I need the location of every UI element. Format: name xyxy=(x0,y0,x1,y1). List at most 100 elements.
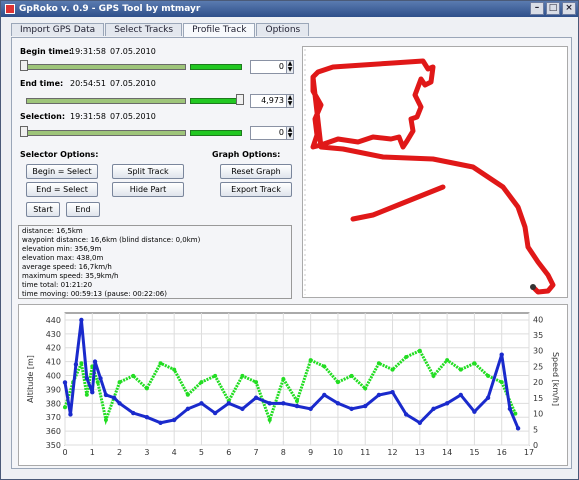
speed-point xyxy=(295,399,299,403)
map-route xyxy=(310,58,556,295)
begin-slider-thumb[interactable] xyxy=(20,60,28,71)
begin-spinner-arrows[interactable]: ▲ ▼ xyxy=(286,60,294,74)
end-button[interactable]: End xyxy=(66,202,100,217)
altitude-point xyxy=(90,390,95,395)
altitude-point xyxy=(431,406,436,412)
speed-point xyxy=(281,377,286,381)
speed-point xyxy=(390,367,395,372)
speed-point xyxy=(404,355,409,359)
app-icon xyxy=(5,4,15,14)
x-tick-label: 1 xyxy=(90,448,95,457)
altitude-point xyxy=(79,317,84,323)
speed-point xyxy=(199,380,204,385)
map-route-branch xyxy=(350,184,446,222)
end-time-label: End time: xyxy=(20,79,64,88)
speed-point xyxy=(240,373,245,378)
altitude-point xyxy=(458,392,463,398)
begin-slider-track[interactable] xyxy=(26,64,186,70)
begin-time-label: Begin time: xyxy=(20,47,72,56)
end-slider-thumb[interactable] xyxy=(236,94,244,105)
altitude-point xyxy=(417,420,423,425)
altitude-point xyxy=(84,376,90,381)
altitude-point xyxy=(171,417,177,423)
altitude-point xyxy=(111,395,117,400)
speed-point xyxy=(499,380,504,385)
begin-spinner[interactable]: 0 xyxy=(250,60,288,74)
tab-select-tracks[interactable]: Select Tracks xyxy=(105,23,183,36)
info-elevation-min: elevation min: 356,9m xyxy=(22,245,102,253)
altitude-point xyxy=(515,426,521,431)
window-title: GpRoko v. 0.9 - GPS Tool by mtmayr xyxy=(19,4,201,14)
altitude-point xyxy=(212,410,218,416)
x-tick-label: 3 xyxy=(144,448,149,457)
speed-point xyxy=(79,361,84,366)
altitude-point xyxy=(444,401,450,406)
y2-tick-label: 10 xyxy=(533,410,543,419)
altitude-point xyxy=(267,401,272,406)
tab-import-gps-data[interactable]: Import GPS Data xyxy=(11,23,105,36)
split-track-button[interactable]: Split Track xyxy=(112,164,184,179)
altitude-point xyxy=(73,362,79,367)
selection-label: Selection: xyxy=(20,112,66,121)
start-button[interactable]: Start xyxy=(26,202,60,217)
x-tick-label: 0 xyxy=(62,448,67,457)
selection-spinner[interactable]: 0 xyxy=(250,126,288,140)
altitude-point xyxy=(507,406,513,412)
y-tick-label: 420 xyxy=(46,344,61,353)
x-tick-label: 14 xyxy=(442,448,452,457)
y2-tick-label: 40 xyxy=(533,315,543,324)
selection-slider-track[interactable] xyxy=(26,130,186,136)
speed-point xyxy=(63,405,67,410)
altitude-point xyxy=(131,410,136,416)
altitude-point xyxy=(240,406,245,412)
end-time-value: 20:54:51 xyxy=(70,79,106,88)
reset-graph-button[interactable]: Reset Graph xyxy=(220,164,292,179)
info-waypoint-distance: waypoint distance: 16,6km (blind distanc… xyxy=(22,236,201,244)
end-spinner-arrows[interactable]: ▲ ▼ xyxy=(286,94,294,108)
altitude-point xyxy=(144,415,150,420)
export-track-button[interactable]: Export Track xyxy=(220,182,292,197)
selection-time-value: 19:31:58 xyxy=(70,112,106,121)
maximize-button[interactable]: □ xyxy=(546,2,560,15)
altitude-point xyxy=(322,392,327,398)
profile-chart[interactable]: 0 1 2 3 4 5 6 7 8 9 10 11 12 13 14 15 16 17 350 360 370 380 39… xyxy=(18,304,568,466)
speed-point xyxy=(363,386,368,391)
speed-point xyxy=(445,358,450,363)
tab-profile-track[interactable]: Profile Track xyxy=(183,23,256,37)
minimize-button[interactable]: – xyxy=(530,2,544,15)
close-button[interactable]: × xyxy=(562,2,576,15)
altitude-point xyxy=(226,401,231,406)
x-tick-label: 8 xyxy=(281,448,286,457)
selection-slider-thumb[interactable] xyxy=(20,126,28,137)
altitude-point xyxy=(308,406,313,412)
end-select-button[interactable]: End = Select xyxy=(26,182,98,197)
x-tick-label: 7 xyxy=(254,448,259,457)
hide-part-button[interactable]: Hide Part xyxy=(112,182,184,197)
altitude-point xyxy=(499,352,504,357)
y2-tick-label: 35 xyxy=(533,331,543,340)
graph-options-heading: Graph Options: xyxy=(212,150,281,159)
end-slider-track[interactable] xyxy=(26,98,186,104)
y2-tick-label: 20 xyxy=(533,378,543,387)
info-time-moving: time moving: 00:59:13 (pause: 00:22:06) xyxy=(22,290,167,298)
speed-point xyxy=(117,380,122,385)
altitude-point xyxy=(98,376,103,381)
altitude-point xyxy=(253,395,259,400)
y-tick-label: 370 xyxy=(46,413,61,422)
altitude-point xyxy=(68,412,73,417)
selection-spinner-arrows[interactable]: ▲ ▼ xyxy=(286,126,294,140)
track-map[interactable] xyxy=(302,46,568,298)
speed-point xyxy=(95,380,100,385)
chart-svg: 0 1 2 3 4 5 6 7 8 9 10 11 12 13 14 15 16 1735036037038039… xyxy=(26,312,560,457)
end-spinner[interactable]: 4,973 xyxy=(250,94,288,108)
x-tick-label: 2 xyxy=(117,448,122,457)
x-tick-label: 13 xyxy=(415,448,425,457)
speed-point xyxy=(103,417,108,422)
x-tick-label: 16 xyxy=(497,448,507,457)
tab-options[interactable]: Options xyxy=(256,23,310,36)
info-time-total: time total: 01:21:20 xyxy=(22,281,93,289)
begin-select-button[interactable]: Begin = Select xyxy=(26,164,98,179)
speed-point xyxy=(254,380,259,385)
altitude-point xyxy=(376,392,382,398)
